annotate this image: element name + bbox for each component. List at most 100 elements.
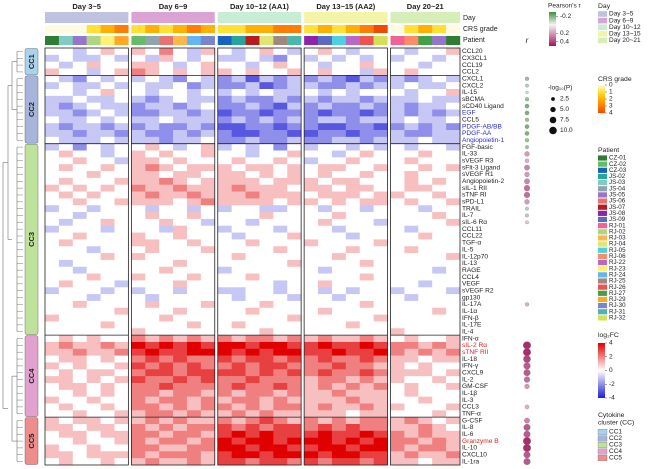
heat-cell	[359, 287, 374, 295]
heat-cell	[273, 116, 288, 124]
row-label: sTNF RII	[462, 349, 489, 356]
legend-label: RJ-29	[609, 296, 626, 303]
legend-label: JS-05	[609, 192, 626, 199]
heat-cell	[159, 48, 174, 56]
heat-cell	[245, 218, 260, 227]
pearson-dot	[523, 430, 531, 438]
heat-cell	[86, 266, 101, 274]
heat-cell	[100, 102, 115, 110]
heat-cell	[173, 184, 188, 192]
heat-cell	[72, 68, 87, 76]
annotation-label: Patient	[463, 37, 485, 44]
heat-cell	[100, 109, 115, 117]
patient-cell	[231, 36, 246, 45]
heat-cell	[58, 403, 74, 411]
heat-cell	[72, 307, 87, 315]
heat-cell	[304, 61, 319, 69]
row-label: CCL4	[462, 274, 479, 281]
heat-cell	[245, 123, 260, 131]
heat-cell	[100, 218, 115, 227]
size-legend-label: 7.5	[560, 117, 569, 124]
heat-cell	[131, 458, 146, 466]
day-header-label: Day 3~5	[72, 2, 101, 11]
heat-cell	[418, 430, 433, 438]
heat-cell	[331, 246, 347, 254]
heat-cell	[114, 287, 129, 295]
heat-cell	[359, 355, 374, 363]
heat-cell	[159, 410, 174, 418]
legend-swatch	[598, 216, 607, 223]
heat-cell	[58, 423, 74, 432]
heat-cell	[359, 389, 374, 397]
heat-cell	[173, 102, 188, 110]
heat-cell	[58, 253, 74, 261]
crs-cell	[318, 25, 333, 33]
heat-cell	[186, 191, 202, 199]
heat-cell	[259, 259, 274, 268]
heat-cell	[131, 403, 146, 411]
heat-cell	[231, 266, 246, 274]
heat-cell	[159, 369, 174, 377]
heat-cell	[390, 444, 405, 452]
heat-cell	[145, 232, 160, 240]
heat-cell	[331, 300, 347, 309]
heat-cell	[159, 348, 174, 356]
heat-cell	[186, 171, 202, 179]
heat-cell	[287, 150, 302, 158]
heat-cell	[273, 444, 288, 452]
heat-cell	[404, 123, 419, 131]
heat-cell	[217, 328, 232, 336]
heat-cell	[287, 335, 302, 343]
heat-cell	[173, 382, 188, 391]
heat-cell	[231, 123, 246, 131]
patient-cell	[131, 36, 146, 45]
heat-cell	[345, 225, 361, 233]
heat-cell	[186, 382, 202, 391]
heat-cell	[304, 177, 319, 186]
heat-cell	[45, 212, 60, 220]
heat-cell	[45, 123, 60, 131]
heat-cell	[45, 266, 60, 274]
heat-cell	[432, 164, 447, 172]
heat-cell	[273, 355, 288, 363]
heat-cell	[432, 355, 447, 363]
heat-cell	[287, 328, 302, 336]
colorbar-tick-label: -0.2	[560, 13, 572, 20]
heat-cell	[231, 300, 246, 309]
heat-cell	[245, 307, 260, 315]
heat-cell	[318, 164, 333, 172]
crs-cell	[446, 25, 461, 33]
heat-cell	[217, 259, 232, 268]
heat-cell	[404, 253, 419, 261]
heat-cell	[390, 150, 405, 158]
heat-cell	[404, 300, 419, 309]
heat-cell	[259, 177, 274, 186]
heat-cell	[390, 54, 405, 62]
heat-cell	[259, 396, 274, 404]
legend-label: RJ-24	[609, 271, 626, 278]
heat-cell	[359, 280, 374, 288]
heat-cell	[331, 225, 347, 233]
legend-label: JS-08	[609, 210, 626, 217]
heat-cell	[390, 437, 405, 445]
heat-cell	[432, 102, 447, 110]
heat-cell	[173, 314, 188, 322]
heat-cell	[200, 266, 216, 274]
heat-cell	[86, 451, 101, 459]
heat-cell	[131, 116, 146, 124]
heat-cell	[273, 335, 288, 343]
heat-cell	[58, 239, 74, 247]
heat-cell	[259, 191, 274, 199]
heat-cell	[231, 239, 246, 247]
heat-cell	[345, 444, 361, 452]
heat-cell	[45, 259, 60, 268]
heat-cell	[304, 116, 319, 124]
heat-cell	[245, 157, 260, 165]
legend-swatch	[598, 290, 607, 296]
heat-cell	[100, 266, 115, 274]
heat-cell	[100, 430, 115, 438]
heat-cell	[131, 307, 146, 315]
heat-cell	[287, 54, 302, 62]
heat-cell	[304, 68, 319, 76]
heat-cell	[446, 164, 461, 172]
